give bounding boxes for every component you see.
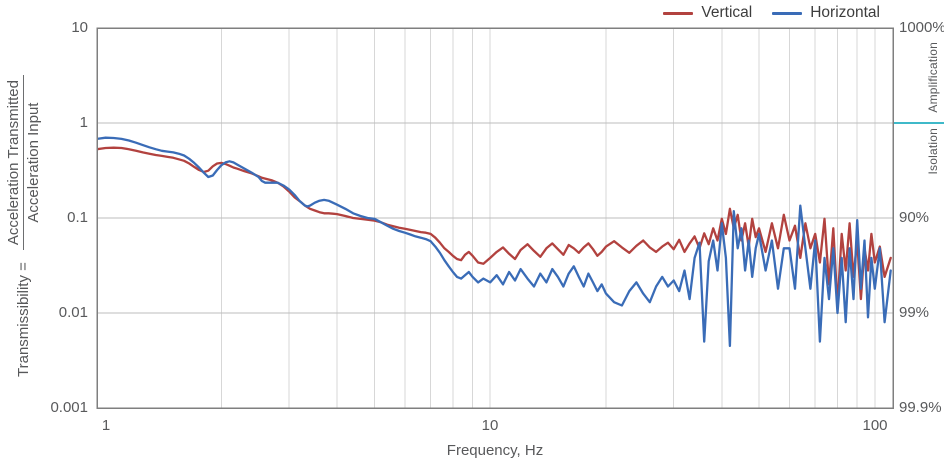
vertical-series-swatch-icon bbox=[663, 11, 694, 15]
right-tick-1000pct: 1000% bbox=[899, 19, 944, 36]
x-tick-10: 10 bbox=[481, 417, 499, 434]
x-tick-1: 1 bbox=[101, 417, 111, 434]
horizontal-series-swatch-icon bbox=[772, 11, 803, 15]
legend-item-vertical: Vertical bbox=[663, 4, 752, 22]
right-tick-99-9pct: 99.9% bbox=[899, 399, 942, 416]
series-line-vertical bbox=[97, 146, 892, 307]
fraction-numerator: Acceleration Transmitted bbox=[4, 75, 24, 251]
legend-label-vertical: Vertical bbox=[701, 4, 753, 21]
y-tick-0-001: 0.001 bbox=[50, 399, 88, 416]
isolation-label: Isolation bbox=[926, 128, 940, 175]
series-line-horizontal bbox=[97, 136, 892, 348]
x-axis-title: Frequency, Hz bbox=[446, 442, 544, 459]
y-tick-0-01: 0.01 bbox=[58, 304, 88, 321]
x-tick-100: 100 bbox=[862, 417, 888, 434]
transmissibility-fraction: Acceleration Transmitted Acceleration In… bbox=[4, 75, 42, 251]
y-tick-10: 10 bbox=[71, 19, 88, 36]
y-axis-title-prefix: Transmissibility = bbox=[14, 262, 32, 377]
legend-label-horizontal: Horizontal bbox=[810, 4, 880, 21]
amplification-label: Amplification bbox=[926, 42, 940, 113]
chart-legend: Vertical Horizontal bbox=[663, 4, 880, 22]
right-tick-90pct: 90% bbox=[899, 209, 930, 226]
y-tick-0-1: 0.1 bbox=[67, 209, 88, 226]
plot-border bbox=[96, 27, 894, 409]
legend-item-horizontal: Horizontal bbox=[772, 4, 880, 22]
y-tick-1: 1 bbox=[79, 114, 88, 131]
y-axis-title: Transmissibility = Acceleration Transmit… bbox=[0, 41, 47, 411]
fraction-denominator: Acceleration Input bbox=[24, 102, 42, 223]
right-tick-99pct: 99% bbox=[899, 304, 930, 321]
